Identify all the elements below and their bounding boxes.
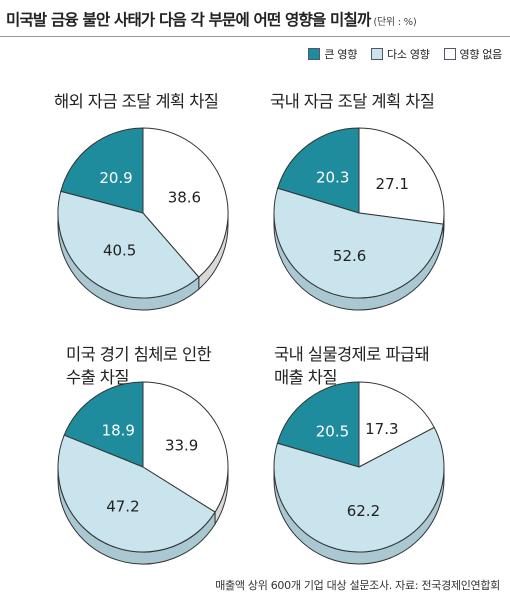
pie-chart-2: 20.3 27.1 52.6 xyxy=(273,127,445,311)
pie-slice-none xyxy=(358,381,435,468)
legend: 큰 영향 다소 영향 영향 없음 xyxy=(308,46,502,62)
panel-title-4: 국내 실물경제로 파급돼 매출 차질 xyxy=(274,345,430,387)
unit-label: (단위 : %) xyxy=(373,17,417,28)
panel-title-3: 미국 경기 침체로 인한 수출 차질 xyxy=(66,345,212,387)
slice-label-big: 20.3 xyxy=(316,168,349,186)
slice-label-none: 27.1 xyxy=(376,175,409,193)
slice-label-some: 40.5 xyxy=(103,242,136,260)
legend-item-big: 큰 영향 xyxy=(308,46,357,62)
pie-slice-big xyxy=(63,381,144,468)
legend-swatch-some xyxy=(371,48,384,60)
legend-label-none: 영향 없음 xyxy=(459,48,503,61)
pie-slice-some xyxy=(273,426,445,553)
pie-chart-4: 20.5 17.3 62.2 xyxy=(273,381,445,565)
legend-item-some: 다소 영향 xyxy=(371,46,430,62)
pie-slice-none xyxy=(358,127,445,225)
pie-chart-1: 20.9 38.6 40.5 xyxy=(57,127,229,311)
pie-slice-some xyxy=(57,190,200,299)
legend-swatch-big xyxy=(308,48,321,60)
pie-slice-big xyxy=(277,127,360,214)
slice-label-none: 38.6 xyxy=(168,189,201,207)
legend-label-some: 다소 영향 xyxy=(387,48,430,61)
slice-label-big: 18.9 xyxy=(102,421,135,439)
slice-label-big: 20.9 xyxy=(99,169,132,187)
legend-swatch-none xyxy=(443,48,456,60)
title-text: 미국발 금융 불안 사태가 다음 각 부문에 어떤 영향을 미칠까 xyxy=(6,11,371,29)
pie-slice-some xyxy=(273,187,444,299)
title-divider xyxy=(0,36,510,37)
pie-slice-some xyxy=(57,434,216,553)
slice-label-none: 33.9 xyxy=(165,437,198,455)
slice-label-some: 62.2 xyxy=(347,502,380,520)
slice-label-some: 47.2 xyxy=(106,497,139,515)
source-note: 매출액 상위 600개 기업 대상 설문조사. 자료: 전국경제인연합회 xyxy=(215,579,500,592)
slice-label-some: 52.6 xyxy=(333,247,366,265)
slice-label-none: 17.3 xyxy=(365,420,398,438)
pie-slice-big xyxy=(60,127,144,214)
panel-title-2: 국내 자금 조달 계획 차질 xyxy=(270,92,435,111)
pie-slice-none xyxy=(142,381,229,513)
legend-label-big: 큰 영향 xyxy=(324,48,358,61)
legend-item-none: 영향 없음 xyxy=(443,46,503,62)
chart-title: 미국발 금융 불안 사태가 다음 각 부문에 어떤 영향을 미칠까 (단위 : %… xyxy=(6,8,417,30)
slice-label-big: 20.5 xyxy=(316,423,349,441)
pie-slice-none xyxy=(142,127,229,278)
panel-title-1: 해외 자금 조달 계획 차질 xyxy=(54,92,219,111)
pie-slice-big xyxy=(276,381,360,468)
pie-chart-3: 18.9 33.9 47.2 xyxy=(57,381,229,565)
